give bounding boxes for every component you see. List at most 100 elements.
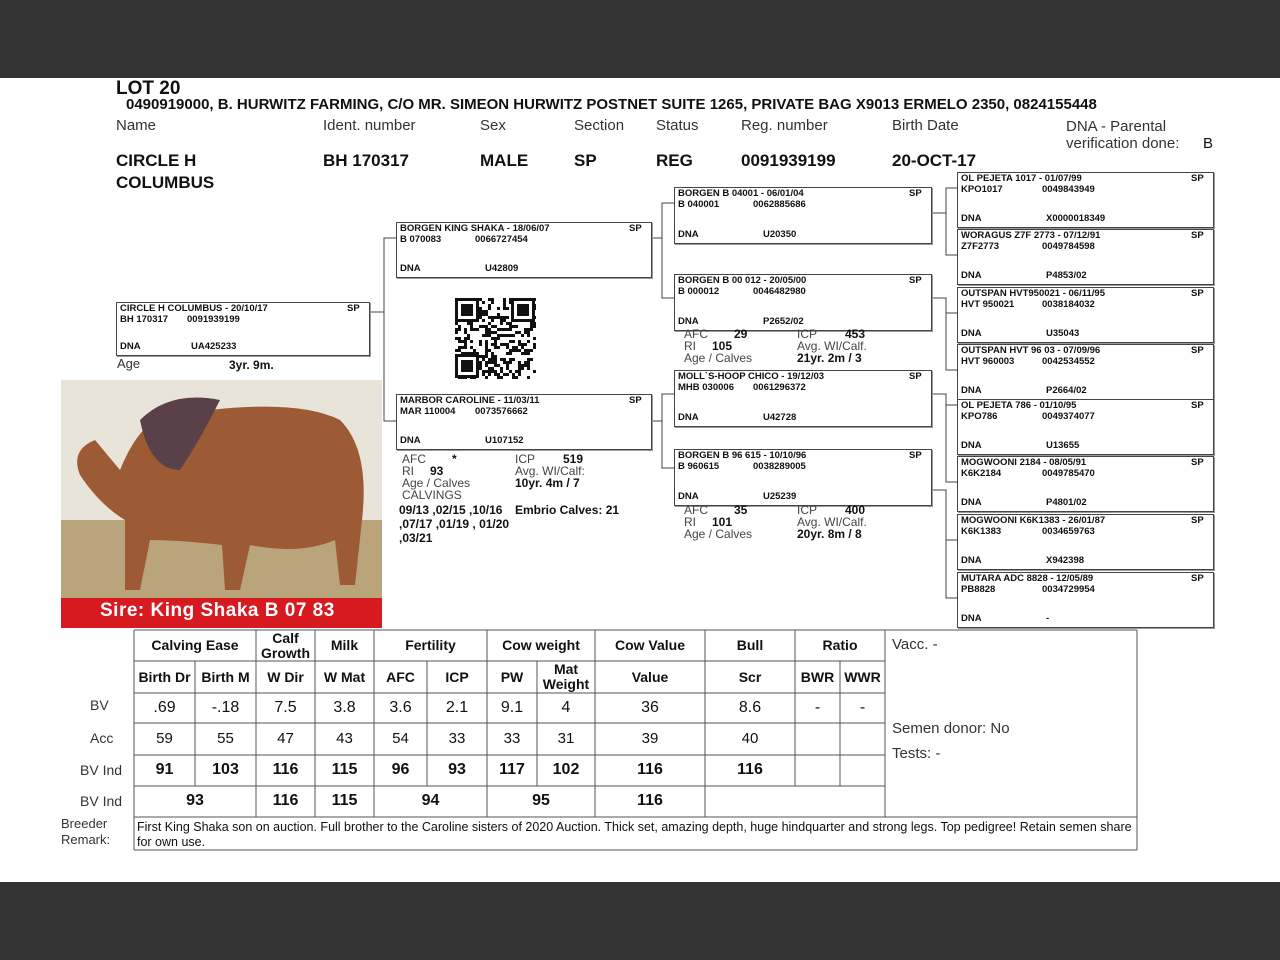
dna-label: DNA xyxy=(961,555,982,566)
ident-number: KPO786 xyxy=(961,411,998,422)
bv-index: 117 xyxy=(499,761,525,779)
field-label: Section xyxy=(574,117,625,134)
row-label: BV xyxy=(90,697,109,713)
section: SP xyxy=(1191,230,1204,241)
acc-value: 43 xyxy=(336,730,353,748)
dna-value: U20350 xyxy=(763,229,797,240)
row-label: BV Ind xyxy=(80,793,123,809)
bv-index-group: 94 xyxy=(421,792,440,810)
stat-wi-label: Avg. WI/Calf. xyxy=(797,339,867,353)
stat-calvings: 09/13 ,02/15 ,10/16 ,07/17 ,01/19 , 01/2… xyxy=(399,503,510,545)
field-value: BH 170317 xyxy=(323,151,410,170)
stat-age: 10yr. 4m / 7 xyxy=(515,476,580,490)
group-header: Ratio xyxy=(822,637,858,654)
photo-caption: Sire: King Shaka B 07 83 xyxy=(100,600,335,621)
section: SP xyxy=(347,303,360,314)
pedigree-box: MUTARA ADC 8828 - 12/05/89 SP PB8828 003472… xyxy=(957,572,1214,628)
column-header: AFC xyxy=(386,668,415,685)
age-value: 3yr. 9m. xyxy=(229,358,274,372)
stat-ri-label: RI xyxy=(684,339,696,353)
field-value: SP xyxy=(574,151,597,170)
pedigree-box: CIRCLE H COLUMBUS - 20/10/17 SP BH 170317 0… xyxy=(116,302,370,356)
column-header: PW xyxy=(500,668,524,685)
stat-icp: 400 xyxy=(845,503,866,517)
column-header: Value xyxy=(631,668,669,685)
stat-icp-label: ICP xyxy=(797,503,818,517)
section: SP xyxy=(1191,457,1204,468)
ident-number: B 040001 xyxy=(678,199,720,210)
pedigree-box: MARBOR CAROLINE - 11/03/11 SP MAR 110004 00… xyxy=(396,394,652,450)
reg-number: 0061296372 xyxy=(753,382,806,393)
dna-value: P2664/02 xyxy=(1046,385,1087,396)
dna-label: DNA xyxy=(678,412,699,423)
reg-number: 0062885686 xyxy=(753,199,806,210)
group-header: Bull xyxy=(736,637,764,654)
stat-afc-label: AFC xyxy=(402,452,426,466)
bv-index-group: 115 xyxy=(331,792,358,810)
field-label: Birth Date xyxy=(892,117,959,134)
animal-title: CIRCLE H COLUMBUS - 20/10/17 xyxy=(120,303,268,314)
owner-line: 0490919000, B. HURWITZ FARMING, C/O MR. … xyxy=(126,96,1097,113)
dna-label: DNA xyxy=(961,497,982,508)
dna-value: P2652/02 xyxy=(763,316,804,327)
dna-label: DNA xyxy=(678,229,699,240)
section: SP xyxy=(1191,345,1204,356)
acc-value: 59 xyxy=(156,730,173,748)
bv-value: 3.8 xyxy=(333,698,356,716)
animal-title: BORGEN B 04001 - 06/01/04 xyxy=(678,188,804,199)
animal-title: MARBOR CAROLINE - 11/03/11 xyxy=(400,395,540,406)
bv-index: 116 xyxy=(737,761,763,779)
stat-icp-label: ICP xyxy=(797,327,818,341)
bv-value: 7.5 xyxy=(274,698,297,716)
stat-age-label: Age / Calves xyxy=(684,527,753,541)
field-value: 0091939199 xyxy=(741,151,836,170)
field-label: Name xyxy=(116,117,157,134)
section: SP xyxy=(1191,573,1204,584)
reg-number: 0091939199 xyxy=(187,314,240,325)
section: SP xyxy=(1191,400,1204,411)
ident-number: B 960615 xyxy=(678,461,720,472)
bv-value: 4 xyxy=(561,698,571,716)
group-header: Cow Value xyxy=(614,637,686,654)
stat-age-label: Age / Calves xyxy=(684,351,753,365)
ident-number: Z7F2773 xyxy=(961,241,1000,252)
stat-ri: 105 xyxy=(712,339,733,353)
group-header: Milk xyxy=(330,637,359,654)
animal-title: OUTSPAN HVT950021 - 06/11/95 xyxy=(961,288,1105,299)
pedigree-box: OUTSPAN HVT950021 - 06/11/95 SP HVT 950021… xyxy=(957,287,1214,343)
dna-value: X942398 xyxy=(1046,555,1085,566)
section: SP xyxy=(1191,515,1204,526)
animal-title: BORGEN B 00 012 - 20/05/00 xyxy=(678,275,807,286)
column-header: Mat Weight xyxy=(542,661,590,692)
acc-value: 47 xyxy=(277,730,294,748)
reg-number: 0046482980 xyxy=(753,286,806,297)
stat-calvings-label: CALVINGS xyxy=(402,488,462,502)
stat-afc: * xyxy=(452,452,457,466)
stat-age: 21yr. 2m / 3 xyxy=(797,351,862,365)
column-header: Birth Dr xyxy=(138,668,191,685)
bv-index: 116 xyxy=(272,761,299,779)
animal-title: OUTSPAN HVT 96 03 - 07/09/96 xyxy=(961,345,1101,356)
stat-afc: 29 xyxy=(734,327,748,341)
bv-index: 93 xyxy=(448,761,466,779)
pedigree-box: MOLL`S-HOOP CHICO - 19/12/03 SP MHB 030006… xyxy=(674,370,932,427)
reg-number: 0034659763 xyxy=(1042,526,1095,537)
acc-value: 31 xyxy=(557,730,575,748)
dna-label: DNA xyxy=(120,341,141,352)
pedigree-box: OL PEJETA 1017 - 01/07/99 SP KPO1017 004984… xyxy=(957,172,1214,228)
reg-number: 0042534552 xyxy=(1042,356,1095,367)
section: SP xyxy=(1191,173,1204,184)
pedigree-box: OL PEJETA 786 - 01/10/95 SP KPO786 00493740… xyxy=(957,399,1214,455)
stat-age-label: Age / Calves xyxy=(402,476,471,490)
animal-title: BORGEN KING SHAKA - 18/06/07 xyxy=(400,223,550,234)
dna-value: P4801/02 xyxy=(1046,497,1087,508)
bottom-bar xyxy=(0,882,1280,960)
bv-value: 3.6 xyxy=(389,698,412,716)
ident-number: BH 170317 xyxy=(120,314,169,325)
dna-value: UA425233 xyxy=(191,341,237,352)
section: SP xyxy=(629,223,642,234)
bv-index-group: 116 xyxy=(637,792,663,810)
pedigree-box: WORAGUS Z7F 2773 - 07/12/91 SP Z7F2773 0049… xyxy=(957,229,1214,285)
ident-number: K6K1383 xyxy=(961,526,1002,537)
